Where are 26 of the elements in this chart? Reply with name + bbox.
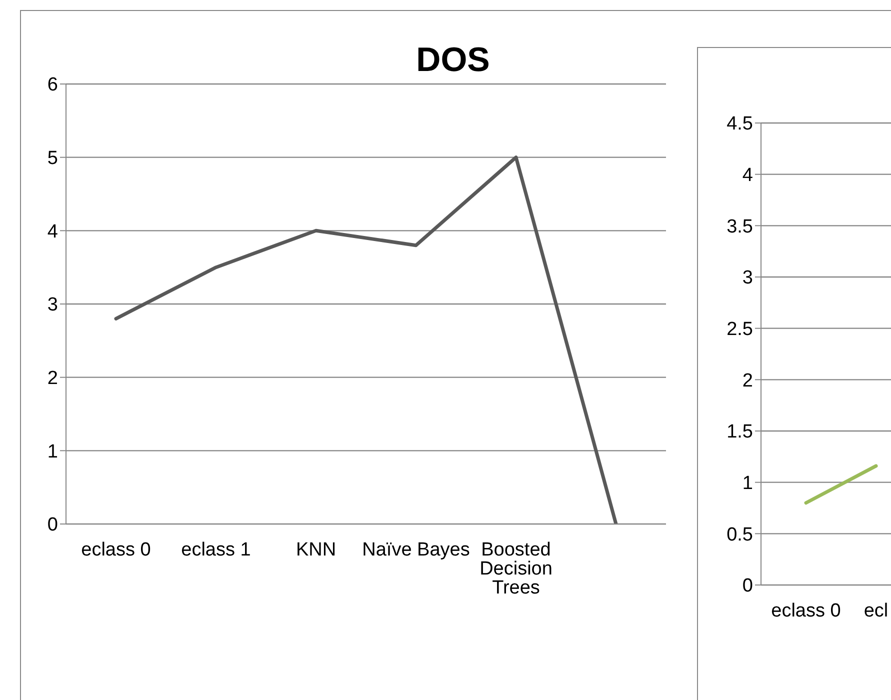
y-tick-label: 3 — [742, 268, 753, 289]
y-tick-label: 6 — [47, 74, 58, 96]
x-tick-label: Boosted Decision Trees — [480, 539, 552, 598]
x-tick-label: eclass 0 — [81, 539, 151, 560]
y-tick-label: 4 — [47, 221, 58, 242]
chart-title: DOS — [416, 41, 490, 79]
y-tick-label: 4.5 — [726, 114, 753, 135]
line-series — [114, 156, 618, 524]
y-tick-label: 2 — [742, 370, 753, 392]
y-tick-label: 0.5 — [726, 524, 753, 546]
x-tick-label: KNN — [296, 539, 336, 560]
x-tick-label: ecl — [864, 600, 888, 622]
y-tick-label: 4 — [742, 165, 754, 186]
y-tick-label: 3.5 — [726, 216, 753, 238]
y-tick-label: 2 — [47, 368, 58, 390]
y-tick-label: 3 — [47, 294, 58, 316]
y-tick-label: 1.5 — [726, 422, 753, 443]
y-tick-label: 1 — [742, 473, 753, 494]
y-tick-label: 0 — [742, 576, 753, 597]
y-tick-label: 5 — [47, 148, 58, 170]
x-tick-label: Naïve Bayes — [362, 539, 470, 560]
x-tick-label: eclass 1 — [181, 539, 251, 560]
x-tick-label: eclass 0 — [771, 600, 841, 622]
y-tick-label: 2.5 — [726, 319, 753, 340]
y-tick-label: 1 — [47, 441, 58, 462]
y-tick-label: 0 — [47, 514, 58, 536]
